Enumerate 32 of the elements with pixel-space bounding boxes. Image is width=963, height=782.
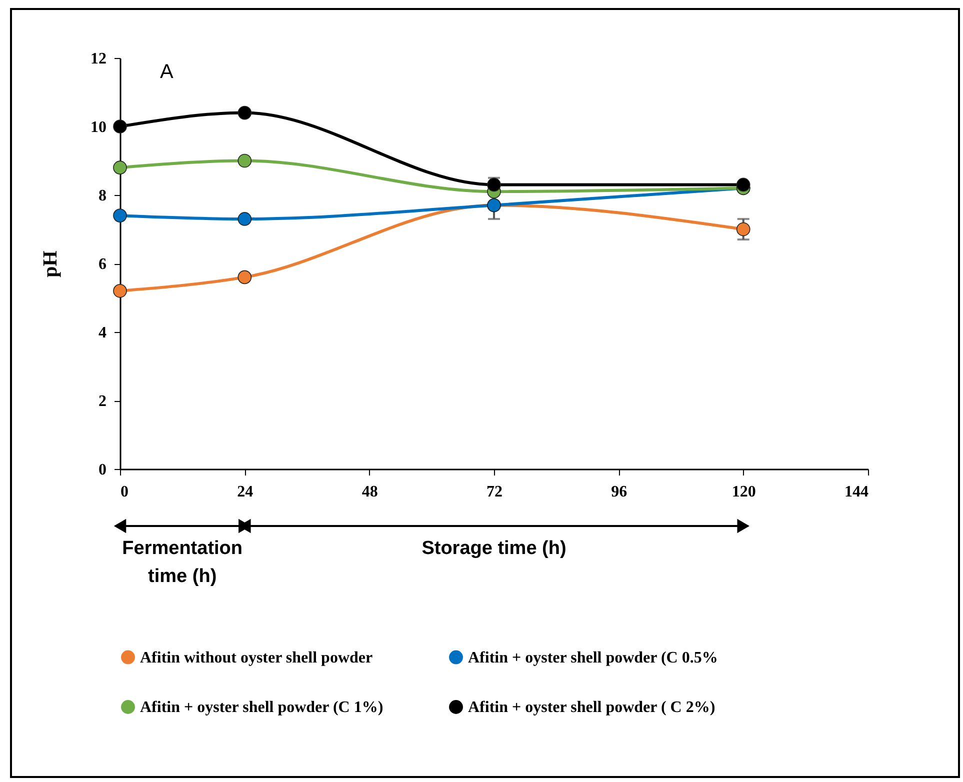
point: [113, 208, 127, 222]
x-tick-label: 24: [237, 484, 254, 500]
point: [238, 212, 252, 226]
point: [238, 106, 252, 120]
point: [113, 160, 127, 175]
x-tick-label: 96: [611, 484, 628, 500]
x-tick-label: 0: [120, 484, 128, 500]
point: [113, 120, 127, 134]
x-tick-label: 72: [486, 484, 502, 500]
y-tick-label: 8: [98, 188, 106, 204]
x-tick-label: 120: [732, 484, 756, 500]
legend-label: Afitin + oyster shell powder (C 0.5%: [468, 649, 718, 666]
y-tick-label: 10: [90, 119, 106, 136]
y-tick-label: 4: [98, 324, 106, 342]
text: Fermentation time (h): [122, 538, 243, 587]
legend-label: Afitin + oyster shell powder (C 1%): [140, 699, 384, 716]
point: [238, 154, 252, 168]
text: Storage time (h): [422, 538, 566, 559]
y-tick-label: 2: [98, 393, 106, 410]
annotation: A: [160, 61, 174, 83]
y-tick-label: 12: [90, 50, 106, 68]
point: [113, 284, 127, 298]
legend-label: Afitin without oyster shell powder: [140, 649, 373, 666]
y-tick-label: 0: [98, 462, 106, 478]
x-tick-label: 144: [844, 484, 868, 500]
y-axis-title: pH: [40, 250, 62, 278]
y-tick-label: 6: [98, 256, 106, 273]
x-tick-label: 48: [362, 484, 378, 500]
legend-label: Afitin + oyster shell powder ( C 2%): [468, 699, 716, 716]
point: [238, 270, 252, 284]
point: [736, 222, 750, 236]
point: [736, 178, 750, 192]
